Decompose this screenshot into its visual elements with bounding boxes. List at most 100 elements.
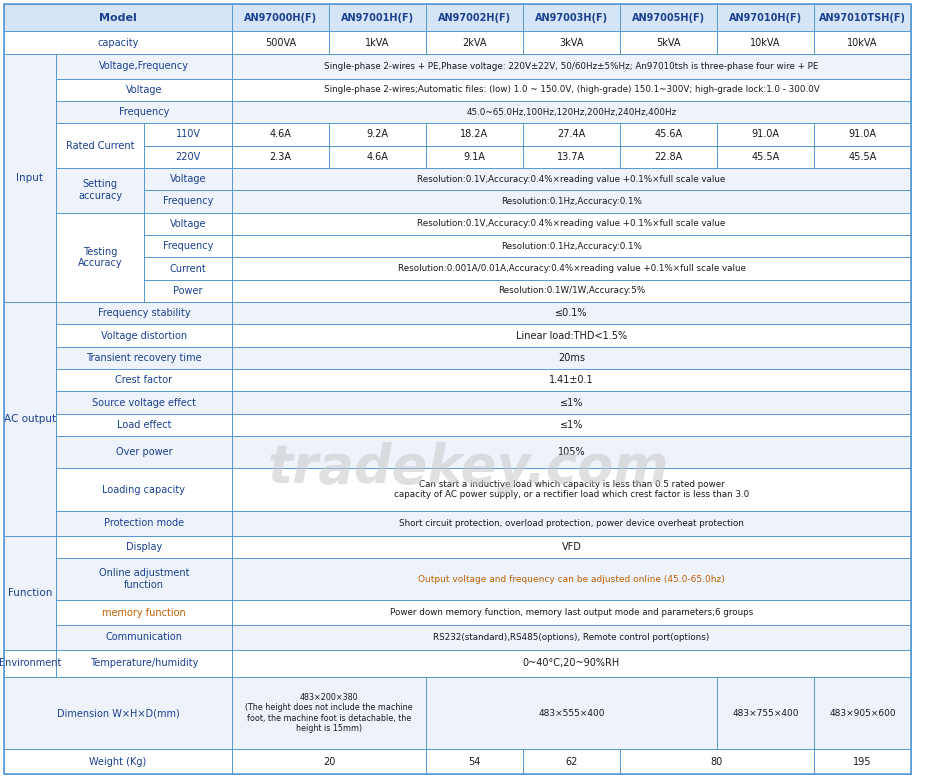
Bar bbox=[232, 324, 910, 347]
Bar bbox=[522, 123, 620, 145]
Bar bbox=[232, 677, 426, 749]
Bar bbox=[329, 123, 426, 145]
Bar bbox=[620, 4, 716, 31]
Bar bbox=[232, 54, 910, 79]
Bar bbox=[232, 558, 910, 600]
Bar bbox=[620, 145, 716, 168]
Bar bbox=[329, 31, 426, 54]
Bar bbox=[144, 258, 232, 280]
Bar bbox=[232, 600, 910, 625]
Bar bbox=[56, 600, 232, 625]
Bar bbox=[716, 145, 813, 168]
Text: 195: 195 bbox=[853, 756, 870, 766]
Bar bbox=[56, 302, 232, 324]
Bar bbox=[56, 391, 232, 414]
Bar bbox=[329, 31, 426, 54]
Bar bbox=[813, 749, 910, 774]
Bar bbox=[426, 4, 522, 31]
Bar bbox=[813, 123, 910, 145]
Bar bbox=[232, 302, 910, 324]
Text: 0~40°C,20~90%RH: 0~40°C,20~90%RH bbox=[522, 658, 620, 668]
Bar bbox=[144, 212, 232, 235]
Bar bbox=[716, 677, 813, 749]
Text: Weight (Kg): Weight (Kg) bbox=[89, 756, 146, 766]
Bar bbox=[232, 4, 329, 31]
Text: Frequency: Frequency bbox=[163, 241, 213, 251]
Bar bbox=[813, 31, 910, 54]
Text: 500VA: 500VA bbox=[265, 37, 296, 47]
Text: AN97002H(F): AN97002H(F) bbox=[437, 12, 510, 23]
Bar bbox=[426, 749, 522, 774]
Bar bbox=[813, 145, 910, 168]
Bar bbox=[232, 54, 910, 79]
Bar bbox=[4, 749, 232, 774]
Bar bbox=[813, 677, 910, 749]
Text: 54: 54 bbox=[468, 756, 480, 766]
Bar bbox=[144, 191, 232, 212]
Text: AC output: AC output bbox=[4, 414, 56, 424]
Text: capacity: capacity bbox=[97, 37, 139, 47]
Text: Frequency stability: Frequency stability bbox=[97, 308, 190, 318]
Bar bbox=[4, 302, 56, 535]
Bar bbox=[329, 4, 426, 31]
Bar bbox=[232, 123, 329, 145]
Bar bbox=[4, 535, 56, 650]
Bar bbox=[620, 123, 716, 145]
Bar bbox=[232, 324, 910, 347]
Bar bbox=[144, 191, 232, 212]
Bar bbox=[56, 79, 232, 101]
Bar bbox=[426, 145, 522, 168]
Bar bbox=[522, 749, 620, 774]
Bar bbox=[232, 677, 426, 749]
Text: Single-phase 2-wires + PE,Phase voltage: 220V±22V, 50/60Hz±5%Hz; An97010tsh is t: Single-phase 2-wires + PE,Phase voltage:… bbox=[324, 61, 818, 71]
Bar bbox=[56, 101, 232, 123]
Bar bbox=[232, 235, 910, 258]
Bar bbox=[56, 324, 232, 347]
Bar bbox=[56, 558, 232, 600]
Bar bbox=[144, 123, 232, 145]
Text: Online adjustment
function: Online adjustment function bbox=[98, 568, 189, 590]
Bar bbox=[620, 749, 813, 774]
Bar bbox=[4, 650, 56, 677]
Text: 10kVA: 10kVA bbox=[750, 37, 780, 47]
Text: Voltage distortion: Voltage distortion bbox=[101, 331, 187, 341]
Bar bbox=[232, 101, 910, 123]
Bar bbox=[522, 4, 620, 31]
Bar bbox=[4, 677, 232, 749]
Bar bbox=[522, 4, 620, 31]
Bar bbox=[56, 510, 232, 535]
Text: tradekey.com: tradekey.com bbox=[267, 442, 668, 494]
Text: 91.0A: 91.0A bbox=[848, 129, 875, 139]
Bar bbox=[232, 391, 910, 414]
Text: Protection mode: Protection mode bbox=[104, 518, 183, 528]
Bar bbox=[232, 414, 910, 436]
Text: Loading capacity: Loading capacity bbox=[102, 485, 185, 495]
Text: AN97010TSH(F): AN97010TSH(F) bbox=[818, 12, 905, 23]
Bar bbox=[144, 258, 232, 280]
Text: 10kVA: 10kVA bbox=[846, 37, 877, 47]
Text: AN97001H(F): AN97001H(F) bbox=[341, 12, 414, 23]
Text: Current: Current bbox=[169, 264, 206, 274]
Text: 220V: 220V bbox=[175, 152, 200, 162]
Bar bbox=[232, 79, 910, 101]
Text: 45.6A: 45.6A bbox=[653, 129, 681, 139]
Bar bbox=[144, 123, 232, 145]
Bar bbox=[56, 123, 144, 168]
Bar bbox=[426, 31, 522, 54]
Text: 3kVA: 3kVA bbox=[559, 37, 583, 47]
Bar bbox=[56, 625, 232, 650]
Bar bbox=[232, 650, 910, 677]
Text: Resolution:0.1V,Accuracy:0.4%×reading value +0.1%×full scale value: Resolution:0.1V,Accuracy:0.4%×reading va… bbox=[417, 174, 724, 184]
Bar bbox=[232, 650, 910, 677]
Bar bbox=[56, 369, 232, 391]
Bar bbox=[620, 31, 716, 54]
Bar bbox=[813, 4, 910, 31]
Bar bbox=[426, 749, 522, 774]
Text: Short circuit protection, overload protection, power device overheat protection: Short circuit protection, overload prote… bbox=[399, 519, 743, 527]
Text: ≤1%: ≤1% bbox=[559, 398, 582, 408]
Bar bbox=[426, 677, 716, 749]
Bar bbox=[232, 369, 910, 391]
Text: 20: 20 bbox=[323, 756, 335, 766]
Text: ≤0.1%: ≤0.1% bbox=[555, 308, 587, 318]
Bar bbox=[56, 347, 232, 369]
